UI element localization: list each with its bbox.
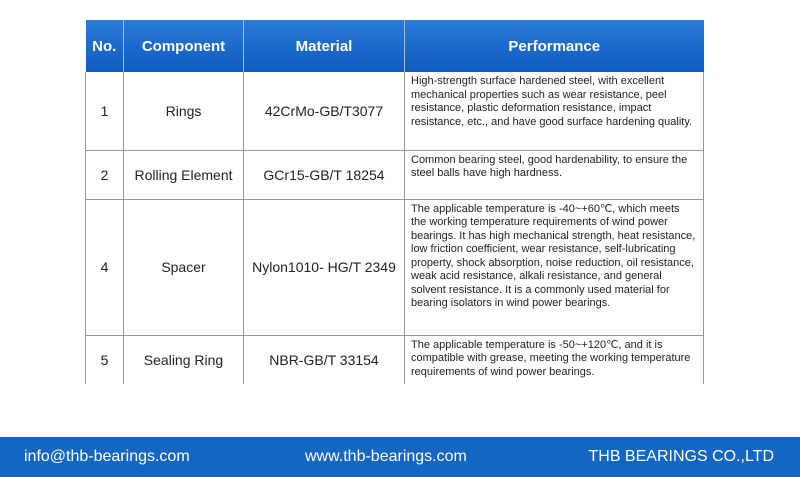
table-cell: 4: [85, 199, 124, 336]
table-cell: 42CrMo-GB/T3077: [243, 72, 405, 151]
table-cell: 5: [85, 335, 124, 384]
company: THB BEARINGS CO.,LTD: [588, 448, 774, 465]
table-row: 2 Rolling Element GCr15-GB/T 18254 Common b…: [85, 150, 704, 200]
table-cell: Sealing Ring: [123, 335, 244, 384]
table-cell: High-strength surface hardened steel, wi…: [404, 72, 704, 151]
table-cell: The applicable temperature is -40~+60℃, …: [404, 199, 704, 336]
table-row: 1 Rings 42CrMo-GB/T3077 High-strength surfa…: [85, 72, 704, 151]
header-cell: Performance: [404, 20, 704, 72]
header-row: No. Component Material Performance: [85, 20, 704, 72]
table-cell: GCr15-GB/T 18254: [243, 150, 405, 200]
table-cell: 1: [85, 72, 124, 151]
table-cell: Common bearing steel, good hardenability…: [404, 150, 704, 200]
table-cell: Spacer: [123, 199, 244, 336]
header-cell: No.: [85, 20, 124, 72]
footer: info@thb-bearings.com www.thb-bearings.c…: [0, 437, 800, 477]
spec-table: No. Component Material Performance 1 Rings 42…: [85, 20, 704, 384]
email[interactable]: info@thb-bearings.com: [24, 448, 190, 465]
website[interactable]: www.thb-bearings.com: [305, 448, 467, 465]
table-cell: 2: [85, 150, 124, 200]
table-row: 5 Sealing Ring NBR-GB/T 33154 The applicabl…: [85, 335, 704, 384]
table-cell: Nylon1010- HG/T 2349: [243, 199, 405, 336]
table-body: 1 Rings 42CrMo-GB/T3077 High-strength surfa…: [85, 72, 704, 384]
table-row: 4 Spacer Nylon1010- HG/T 2349 The applicabl…: [85, 199, 704, 336]
table-cell: Rings: [123, 72, 244, 151]
table-cell: Rolling Element: [123, 150, 244, 200]
header-cell: Component: [123, 20, 244, 72]
table-cell: The applicable temperature is -50~+120℃,…: [404, 335, 704, 384]
table-cell: NBR-GB/T 33154: [243, 335, 405, 384]
header-cell: Material: [243, 20, 405, 72]
